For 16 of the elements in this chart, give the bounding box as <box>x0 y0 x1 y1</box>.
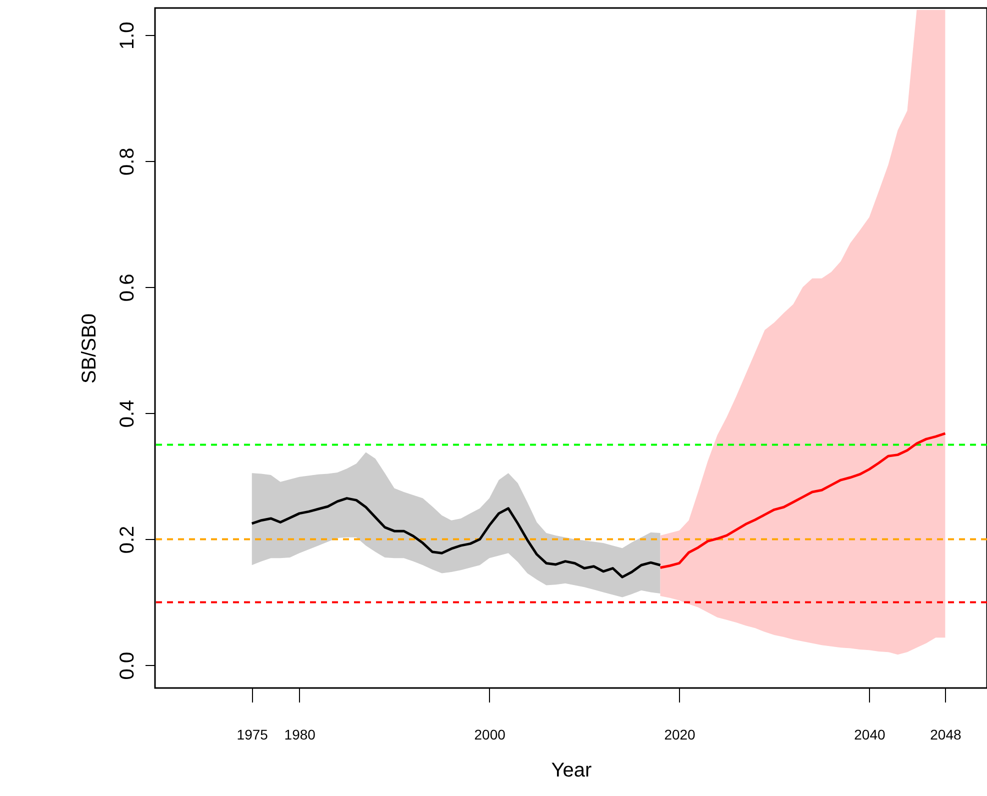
x-tick-label: 1980 <box>284 726 316 742</box>
x-tick-label: 1975 <box>236 726 268 742</box>
line-series <box>250 497 662 578</box>
y-tick-label: 0.0 <box>116 652 138 680</box>
y-tick-label: 0.8 <box>116 148 138 176</box>
y-tick-label: 1.0 <box>116 22 138 50</box>
x-tick-label: 2040 <box>854 726 886 742</box>
x-tick-label: 2020 <box>664 726 696 742</box>
y-tick-label: 0.4 <box>116 400 138 428</box>
x-axis-title: Year <box>551 760 592 782</box>
y-tick-label: 0.2 <box>116 526 138 554</box>
y-axis-title: SB/SB0 <box>78 313 100 384</box>
line-series <box>659 432 946 569</box>
x-tick-label: 2048 <box>930 726 962 742</box>
x-tick-label: 2000 <box>474 726 506 742</box>
y-tick-label: 0.6 <box>116 274 138 302</box>
